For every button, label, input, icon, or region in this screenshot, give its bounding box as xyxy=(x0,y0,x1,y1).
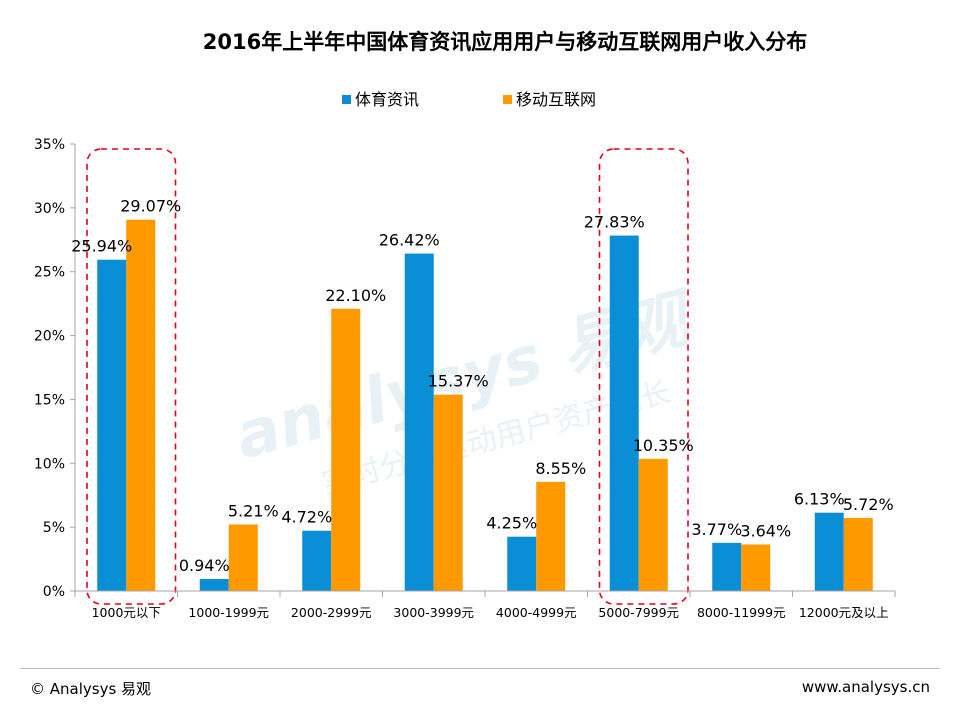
bar-0-0 xyxy=(97,259,127,591)
y-tick-label: 10% xyxy=(34,456,65,472)
x-tick-label: 5000-7999元 xyxy=(598,605,679,620)
x-axis: 1000元以下 1000-1999元 2000-2999元 3000-3999元 400… xyxy=(74,590,896,620)
highlight-box xyxy=(598,148,689,605)
data-label-1-5: 10.35% xyxy=(633,436,694,455)
data-label-0-0: 25.94% xyxy=(71,237,132,256)
y-axis: 0% 5% 10% 15% 20% 25% 30% 35% xyxy=(34,137,76,600)
y-tick-label: 20% xyxy=(34,329,65,345)
bar-0-6 xyxy=(712,542,742,591)
bar-0-5 xyxy=(609,235,639,591)
bar-1-3 xyxy=(433,394,463,591)
bar-0-2 xyxy=(302,530,332,591)
x-tick-label: 1000元以下 xyxy=(92,605,161,620)
bar-1-2 xyxy=(331,308,361,591)
chart-title: 2016年上半年中国体育资讯应用用户与移动互联网用户收入分布 xyxy=(203,30,807,54)
x-tick-label: 3000-3999元 xyxy=(393,605,474,620)
bar-1-4 xyxy=(536,481,566,591)
y-tick-label: 0% xyxy=(43,584,65,600)
highlight-boxes xyxy=(86,148,689,605)
data-label-0-5: 27.83% xyxy=(584,213,645,232)
data-label-1-2: 22.10% xyxy=(325,286,386,305)
x-tick-label: 12000元及以上 xyxy=(799,605,889,620)
footer-divider xyxy=(20,668,940,669)
data-label-0-2: 4.72% xyxy=(281,508,332,527)
y-tick-label: 35% xyxy=(34,137,65,153)
bar-1-0 xyxy=(126,219,156,592)
bar-0-3 xyxy=(404,253,434,591)
footer-copyright: © Analysys 易观 xyxy=(30,680,152,698)
data-label-1-7: 5.72% xyxy=(843,495,894,514)
x-tick-label: 2000-2999元 xyxy=(291,605,372,620)
data-label-1-3: 15.37% xyxy=(428,372,489,391)
bar-0-7 xyxy=(814,512,844,591)
bar-0-1 xyxy=(199,578,229,591)
legend-swatch-0 xyxy=(342,95,351,104)
bar-1-6 xyxy=(741,544,771,591)
y-tick-label: 5% xyxy=(43,520,65,536)
bar-1-7 xyxy=(843,517,873,591)
footer-website[interactable]: www.analysys.cn xyxy=(801,678,930,696)
data-labels: 25.94% 29.07% 0.94% 5.21% 4.72% 22.10% 26.42% 1… xyxy=(71,197,893,575)
legend-label-0: 体育资讯 xyxy=(355,90,419,109)
y-tick-label: 25% xyxy=(34,265,65,281)
y-tick-label: 30% xyxy=(34,201,65,217)
x-tick-label: 4000-4999元 xyxy=(496,605,577,620)
data-label-1-1: 5.21% xyxy=(228,501,279,520)
y-tick-label: 15% xyxy=(34,392,65,408)
data-label-0-3: 26.42% xyxy=(379,231,440,250)
data-label-0-6: 3.77% xyxy=(691,520,742,539)
x-tick-label: 8000-11999元 xyxy=(697,605,786,620)
bar-1-5 xyxy=(638,458,668,591)
bar-0-4 xyxy=(507,536,537,591)
data-label-0-7: 6.13% xyxy=(794,490,845,509)
legend-swatch-1 xyxy=(503,95,512,104)
bar-1-1 xyxy=(228,524,258,591)
legend: 体育资讯 移动互联网 xyxy=(342,90,596,109)
data-label-1-6: 3.64% xyxy=(740,522,791,541)
data-label-1-0: 29.07% xyxy=(120,197,181,216)
legend-label-1: 移动互联网 xyxy=(516,90,596,109)
x-tick-label: 1000-1999元 xyxy=(188,605,269,620)
highlight-box xyxy=(86,148,177,605)
data-label-0-1: 0.94% xyxy=(179,556,230,575)
data-label-1-4: 8.55% xyxy=(535,459,586,478)
data-label-0-4: 4.25% xyxy=(486,514,537,533)
bars xyxy=(97,219,873,592)
bar-chart: analysys 易观 实时分析驱动用户资产成长 2016年上半年中国体育资讯应… xyxy=(34,30,896,620)
